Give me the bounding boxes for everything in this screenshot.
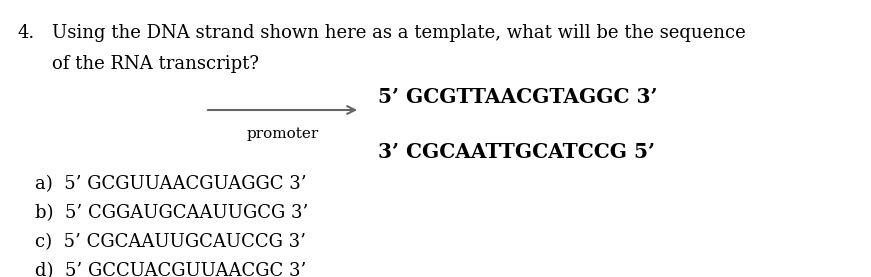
- Text: 5’ GCGTTAACGTAGGC 3’: 5’ GCGTTAACGTAGGC 3’: [378, 87, 658, 107]
- Text: 3’ CGCAATTGCATCCG 5’: 3’ CGCAATTGCATCCG 5’: [378, 142, 655, 162]
- Text: b)  5’ CGGAUGCAAUUGCG 3’: b) 5’ CGGAUGCAAUUGCG 3’: [35, 204, 308, 222]
- Text: of the RNA transcript?: of the RNA transcript?: [52, 55, 259, 73]
- Text: 4.: 4.: [18, 24, 35, 42]
- Text: Using the DNA strand shown here as a template, what will be the sequence: Using the DNA strand shown here as a tem…: [52, 24, 746, 42]
- Text: a)  5’ GCGUUAACGUAGGC 3’: a) 5’ GCGUUAACGUAGGC 3’: [35, 175, 307, 193]
- Text: promoter: promoter: [246, 127, 319, 141]
- Text: c)  5’ CGCAAUUGCAUCCG 3’: c) 5’ CGCAAUUGCAUCCG 3’: [35, 233, 306, 251]
- Text: d)  5’ GCCUACGUUAACGC 3’: d) 5’ GCCUACGUUAACGC 3’: [35, 262, 307, 277]
